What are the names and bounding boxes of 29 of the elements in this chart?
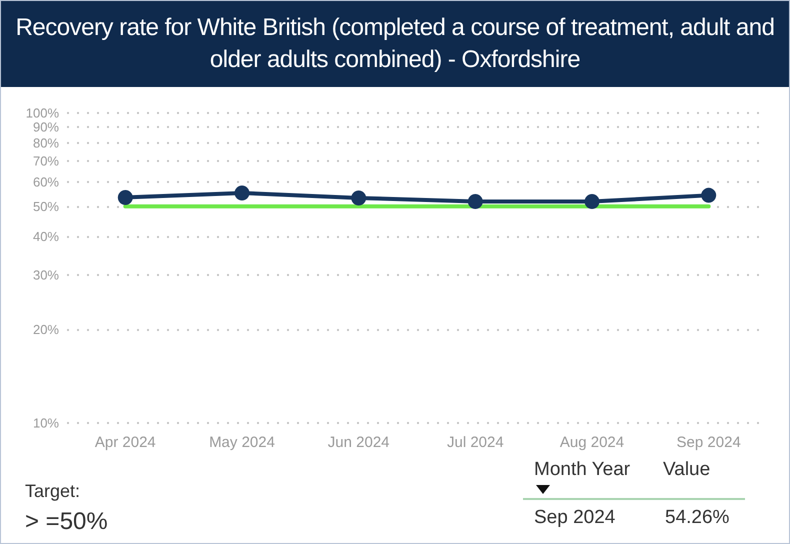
text: Value: [663, 459, 710, 481]
text: Month Year: [534, 459, 630, 481]
y-tick-label: 90%: [32, 120, 60, 135]
text: > =50%: [25, 508, 108, 536]
point: [118, 190, 133, 205]
x-tick-label: Jul 2024: [446, 434, 504, 451]
point: [701, 188, 716, 203]
x-tick-label: Apr 2024: [94, 434, 156, 451]
y-tick-label: 40%: [32, 228, 60, 244]
point: [351, 190, 366, 206]
y-tick-label: 30%: [32, 268, 60, 283]
x-tick-label: Sep 2024: [676, 434, 741, 451]
y-tick-label: 50%: [32, 198, 60, 214]
point: [584, 194, 600, 210]
text: Sep 2024: [534, 507, 616, 529]
text: 54.26%: [665, 507, 730, 529]
y-tick-label: 80%: [32, 136, 60, 151]
y-tick-label: 20%: [32, 322, 60, 338]
y-tick-label: 10%: [32, 416, 60, 430]
x-tick-label: Aug 2024: [560, 434, 624, 451]
y-tick-label: 70%: [32, 154, 60, 169]
y-tick-label: 60%: [32, 174, 60, 190]
point: [234, 186, 250, 200]
y-tick-label: 100%: [26, 106, 60, 120]
point: [468, 194, 483, 210]
x-tick-label: May 2024: [209, 434, 275, 451]
text: Target:: [25, 481, 80, 502]
x-tick-label: Jun 2024: [328, 434, 390, 451]
chart-title: Recovery rate for White British (completed a course of treatment, adult and older adults combined) - Oxfordshire: [1, 1, 789, 87]
